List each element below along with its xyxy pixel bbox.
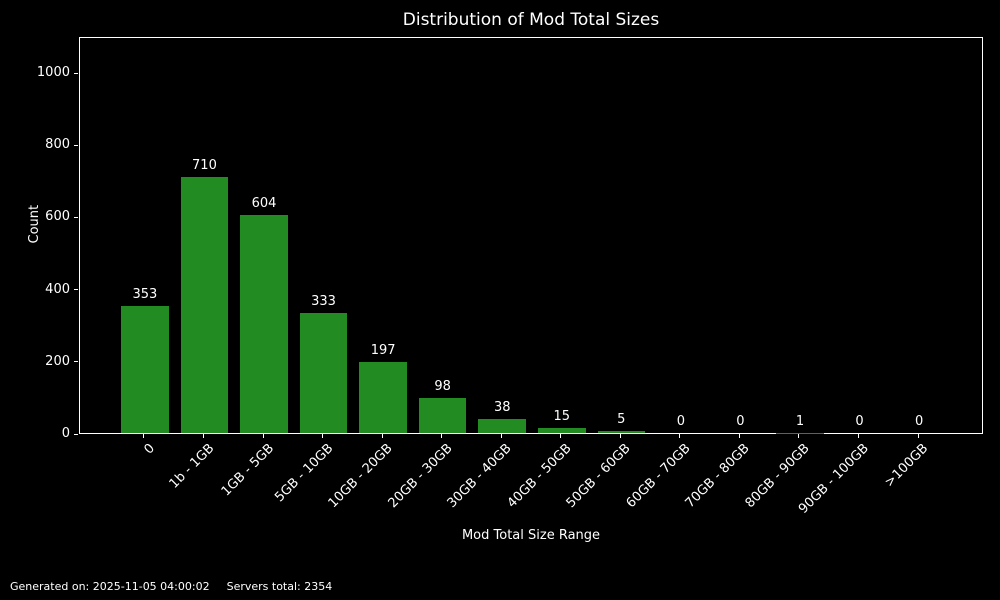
bar-value-label: 5 [617, 412, 626, 428]
bar [180, 176, 229, 433]
y-tick-label: 400 [45, 281, 70, 297]
bar [121, 305, 169, 433]
bar-value-label: 0 [914, 414, 924, 429]
x-tick [738, 434, 740, 438]
x-tick [500, 434, 502, 438]
y-tick [74, 289, 78, 291]
x-tick [798, 434, 800, 438]
x-tick [619, 434, 621, 438]
bar [597, 431, 646, 433]
y-tick-label: 600 [45, 209, 70, 225]
bar-value-label: 0 [855, 414, 864, 429]
bar-value-label: 38 [493, 400, 511, 416]
x-tick [143, 434, 145, 438]
x-tick [441, 434, 443, 438]
bar-value-label: 98 [434, 378, 451, 394]
y-tick [74, 72, 78, 74]
bar [478, 419, 527, 433]
x-tick [560, 434, 562, 438]
bar-value-label: 197 [370, 342, 396, 358]
bar-value-label: 15 [553, 408, 571, 424]
bar-value-label: 604 [251, 196, 277, 212]
y-tick-label: 1000 [36, 65, 70, 81]
bar-value-label: 710 [192, 157, 217, 173]
x-tick [858, 434, 860, 438]
y-tick [74, 361, 78, 363]
axis-ticks-layer: 0 1b - 1GB 1GB - 5GB 5GB - 10GB 10GB - 20GB 2… [37, 37, 983, 517]
y-tick [74, 216, 78, 218]
bar [240, 215, 288, 433]
bar-value-label: 0 [676, 414, 686, 429]
x-axis-label: Mod Total Size Range [461, 528, 601, 543]
bar [537, 427, 586, 433]
y-tick [74, 433, 78, 435]
footer: Generated on: 2025-11-05 04:00:02 Servers… [10, 580, 332, 593]
footer-servers-total: Servers total: 2354 [226, 580, 333, 593]
plot-area: 353 710 604 333 197 98 38 15 5 0 0 1 0 0 [79, 37, 983, 434]
bar-value-label: 1 [795, 413, 805, 429]
chart-title: Distribution of Mod Total Sizes [402, 10, 660, 30]
y-tick [74, 144, 78, 146]
x-tick [381, 434, 383, 438]
bar [418, 397, 467, 433]
bar-value-label: 0 [736, 414, 745, 429]
x-tick [262, 434, 264, 438]
x-tick [322, 434, 324, 438]
bar [299, 312, 348, 433]
bar [359, 361, 407, 433]
x-tick [917, 434, 919, 438]
footer-generated-timestamp: Generated on: 2025-11-05 04:00:02 [10, 580, 210, 593]
y-tick-label: 800 [45, 137, 70, 153]
y-tick-label: 0 [61, 426, 70, 441]
y-tick-label: 200 [45, 353, 70, 369]
bar-value-label: 333 [311, 293, 336, 309]
x-tick [679, 434, 681, 438]
x-tick [202, 434, 204, 438]
bar-value-label: 353 [132, 286, 158, 302]
